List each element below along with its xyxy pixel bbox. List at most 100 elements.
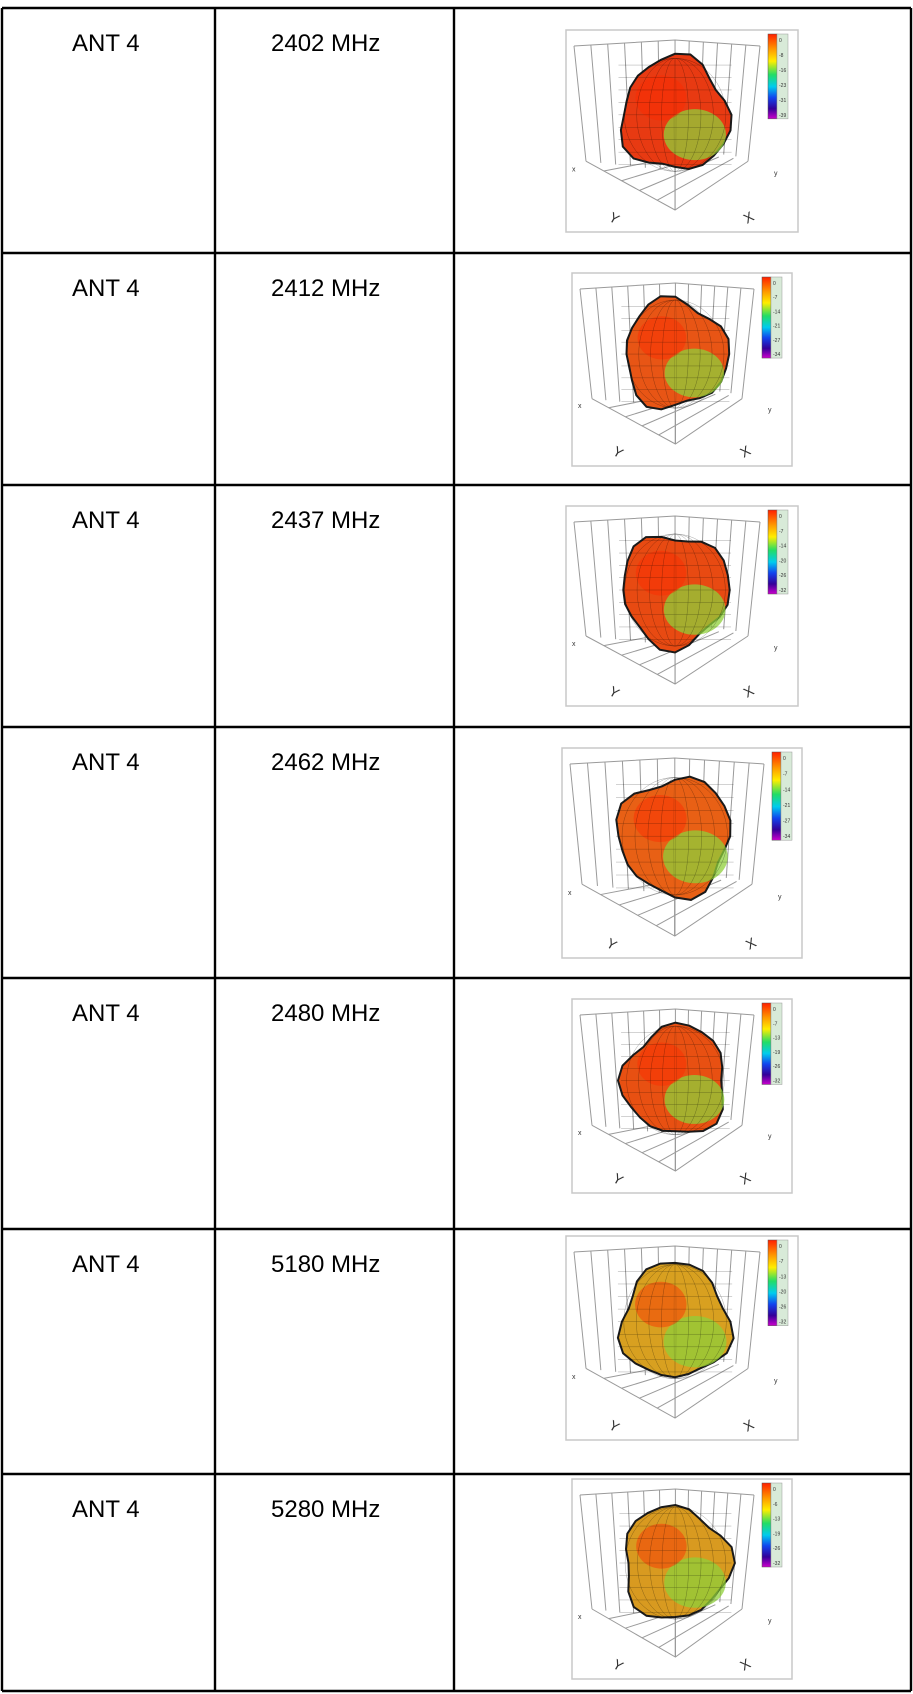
color-scale-bar (767, 33, 778, 120)
frequency-label: 2402 MHz (271, 30, 381, 57)
axis-label-side-x: x (568, 890, 572, 897)
color-scale-tick: -7 (773, 1021, 778, 1027)
color-scale-tick: 0 (783, 756, 786, 762)
color-scale-tick: -27 (773, 338, 780, 344)
color-scale-labels-bg (770, 276, 783, 359)
lobe-shading (663, 584, 726, 635)
axis-label-side-y: y (768, 407, 772, 414)
color-scale-bar (767, 1239, 778, 1326)
frequency-label: 5180 MHz (271, 1251, 381, 1278)
axis-label-side-x: x (572, 641, 576, 648)
lobe-highlight (637, 316, 687, 360)
lobe-shading (663, 109, 726, 161)
color-scale-tick: -7 (773, 295, 778, 301)
axis-label-side-y: y (768, 1618, 772, 1625)
color-scale-tick: -20 (779, 558, 786, 564)
color-scale-labels-bg (776, 1239, 789, 1326)
color-scale-tick: -21 (783, 803, 790, 809)
color-scale-labels-bg (770, 1002, 783, 1085)
color-scale-tick: -32 (779, 1320, 786, 1326)
color-scale-tick: -32 (773, 1561, 780, 1567)
color-scale-tick: -19 (773, 1050, 780, 1056)
color-scale-tick: -8 (779, 53, 784, 59)
axis-label-side-y: y (774, 1378, 778, 1385)
antenna-label: ANT 4 (72, 275, 140, 302)
antenna-label: ANT 4 (72, 1496, 140, 1523)
lobe-highlight (635, 1281, 687, 1328)
antenna-label: ANT 4 (72, 749, 140, 776)
color-scale-tick: -13 (779, 1274, 786, 1280)
antenna-label: ANT 4 (72, 1000, 140, 1027)
color-scale-tick: -13 (773, 1517, 780, 1523)
axis-label-side-x: x (578, 1130, 582, 1137)
color-scale-tick: -26 (779, 1305, 786, 1311)
color-scale-tick: -27 (783, 819, 790, 825)
lobe-highlight (635, 75, 687, 121)
color-scale-tick: -26 (773, 1064, 780, 1070)
color-scale-tick: -19 (773, 1531, 780, 1537)
color-scale-tick: 0 (779, 38, 782, 44)
frequency-label: 5280 MHz (271, 1496, 381, 1523)
color-scale-tick: -14 (783, 787, 790, 793)
color-scale-bar (767, 509, 778, 595)
lobe-shading (664, 348, 725, 398)
lobe-highlight (636, 1523, 687, 1569)
color-scale-bar (761, 276, 772, 359)
lobe-shading (664, 1557, 726, 1608)
antenna-label: ANT 4 (72, 1251, 140, 1278)
axis-label-side-y: y (778, 894, 782, 901)
antenna-label: ANT 4 (72, 507, 140, 534)
lobe-highlight (635, 550, 687, 596)
color-scale-tick: -16 (779, 68, 786, 74)
color-scale-tick: -26 (773, 1546, 780, 1552)
lobe-shading (664, 1075, 725, 1124)
color-scale-labels-bg (776, 33, 789, 120)
frequency-label: 2462 MHz (271, 749, 381, 776)
color-scale-bar (761, 1002, 772, 1085)
axis-label-side-y: y (774, 645, 778, 652)
color-scale-bar (761, 1482, 772, 1568)
color-scale-tick: -32 (773, 1078, 780, 1084)
lobe-shading (663, 830, 728, 884)
axis-label-side-y: y (774, 170, 778, 177)
color-scale-tick: 0 (773, 281, 776, 287)
color-scale-tick: -31 (779, 98, 786, 104)
color-scale-tick: -14 (779, 544, 786, 550)
frequency-label: 2437 MHz (271, 507, 381, 534)
color-scale-tick: -39 (779, 113, 786, 119)
color-scale-tick: -13 (773, 1036, 780, 1042)
axis-label-side-x: x (572, 1374, 576, 1381)
lobe-highlight (633, 795, 687, 843)
color-scale-bar (771, 751, 782, 841)
color-scale-labels-bg (770, 1482, 783, 1568)
color-scale-tick: -23 (779, 83, 786, 89)
color-scale-tick: -7 (783, 772, 788, 778)
lobe-highlight (637, 1042, 687, 1086)
axis-label-side-x: x (578, 403, 582, 410)
table-grid-lines (0, 6, 913, 1693)
lobe-shading (663, 1315, 727, 1368)
axis-label-side-x: x (578, 1614, 582, 1621)
color-scale-tick: -20 (779, 1289, 786, 1295)
color-scale-tick: -34 (773, 352, 780, 358)
color-scale-tick: 0 (779, 514, 782, 520)
color-scale-tick: -21 (773, 324, 780, 330)
color-scale-tick: 0 (779, 1244, 782, 1250)
color-scale-tick: -32 (779, 588, 786, 594)
color-scale-tick: -7 (779, 1259, 784, 1265)
frequency-label: 2480 MHz (271, 1000, 381, 1027)
color-scale-tick: -7 (779, 529, 784, 535)
color-scale-labels-bg (776, 509, 789, 595)
axis-label-side-x: x (572, 166, 576, 173)
antenna-label: ANT 4 (72, 30, 140, 57)
frequency-label: 2412 MHz (271, 275, 381, 302)
axis-label-side-y: y (768, 1134, 772, 1141)
